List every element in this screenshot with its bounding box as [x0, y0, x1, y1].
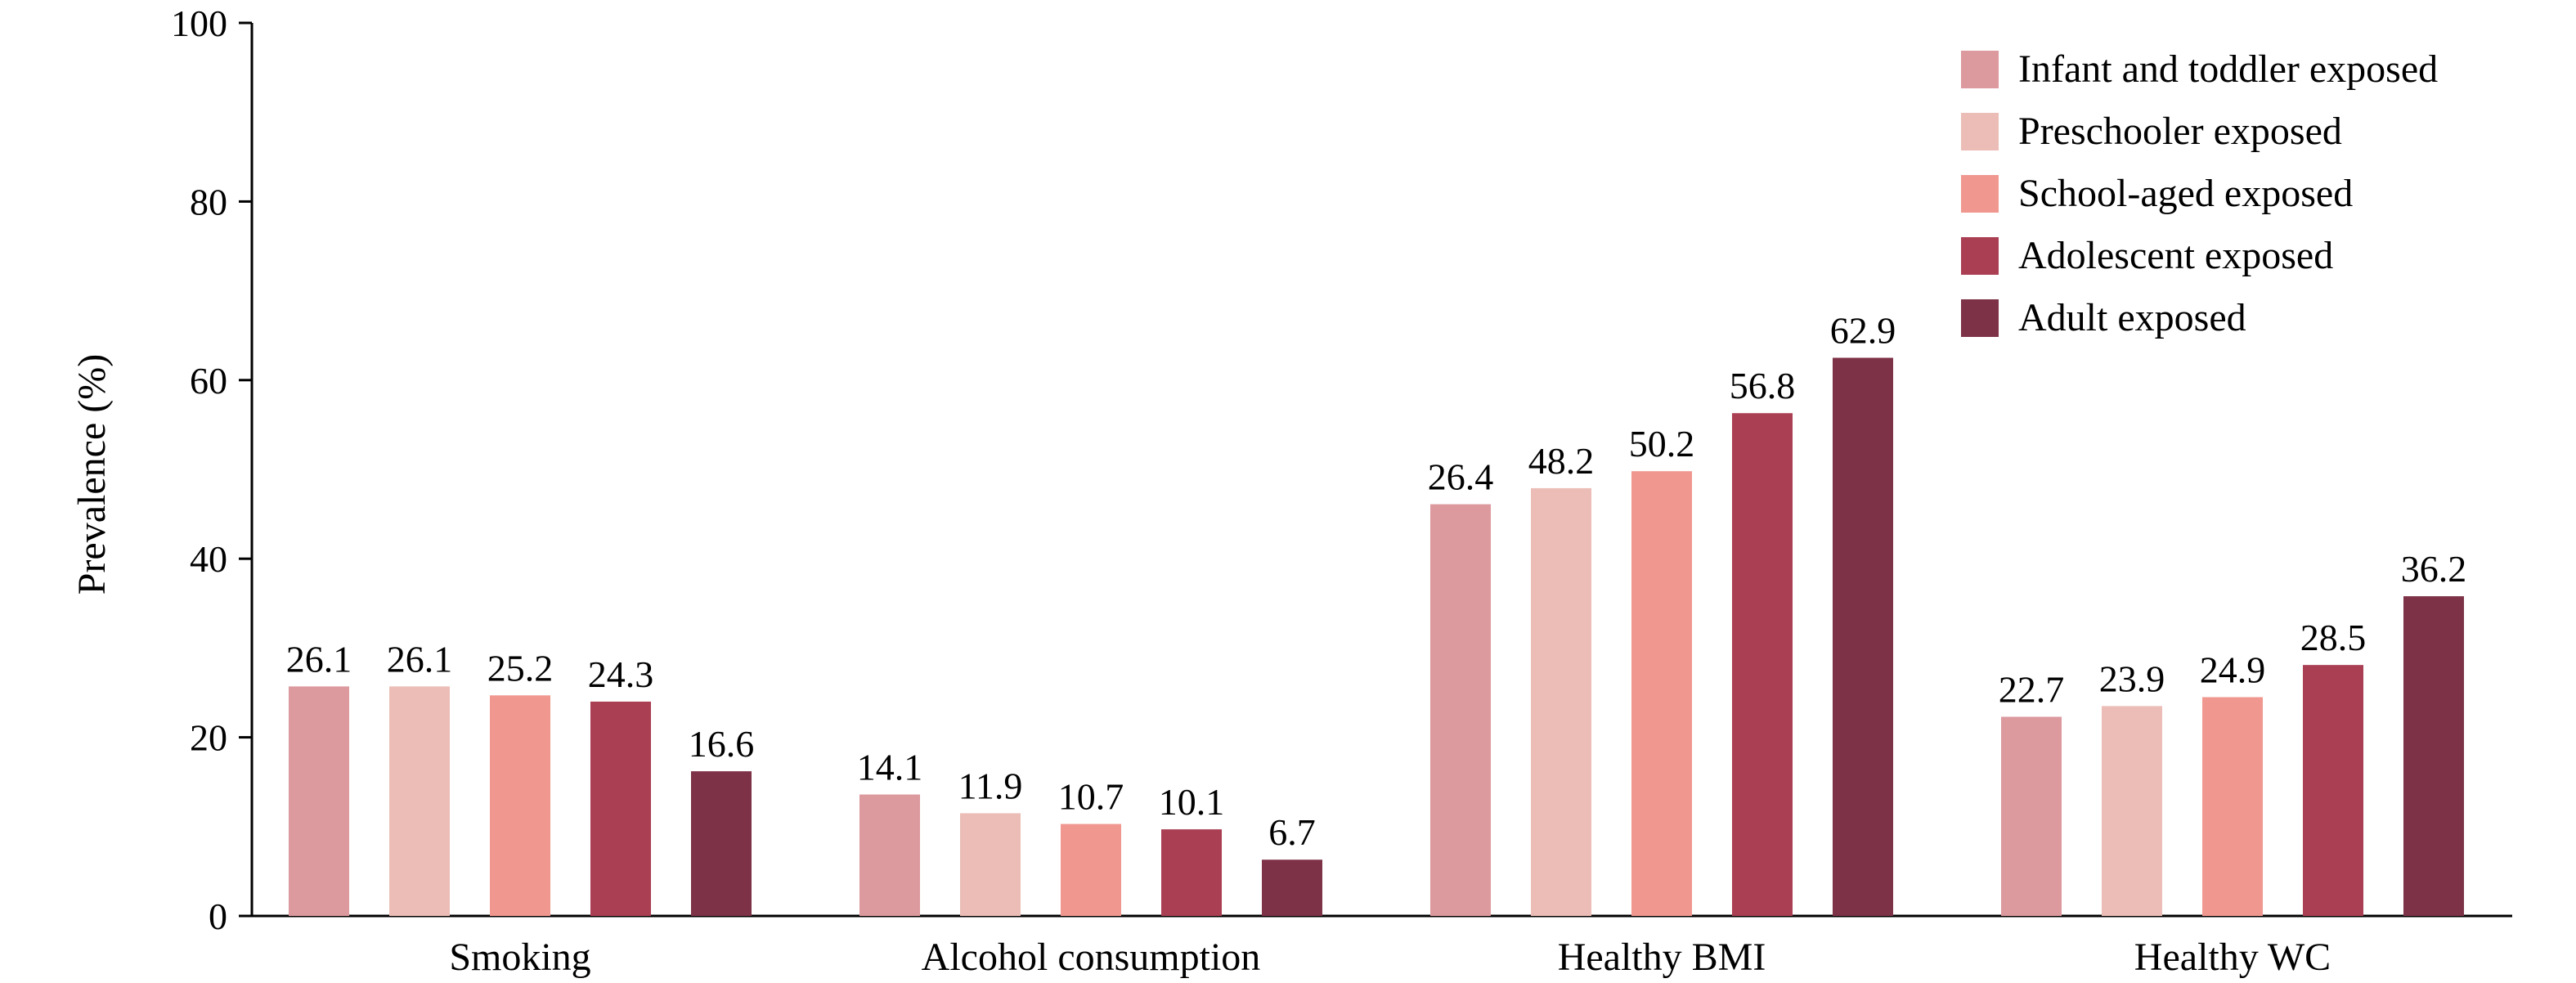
data-label: 48.2	[1528, 440, 1595, 482]
x-tick-label: Smoking	[449, 936, 590, 979]
legend-label: Adult exposed	[2018, 296, 2246, 339]
data-label: 14.1	[857, 746, 923, 788]
data-label: 62.9	[1830, 310, 1896, 352]
data-label: 25.2	[487, 647, 554, 689]
y-tick-label: 60	[190, 360, 227, 402]
data-label: 26.1	[286, 638, 352, 680]
bar	[490, 695, 550, 916]
legend-swatch	[1961, 113, 1999, 150]
y-tick-label: 0	[209, 895, 227, 937]
x-axis: Smoking Alcohol consumption Healthy BMI Hea…	[252, 914, 2512, 979]
bar	[859, 794, 920, 916]
bar	[1833, 357, 1893, 916]
data-label: 11.9	[958, 765, 1023, 806]
y-axis-label: Prevalence (%)	[70, 354, 114, 595]
legend-label: Adolescent exposed	[2018, 234, 2333, 277]
bar	[691, 771, 752, 916]
data-label: 24.3	[588, 653, 654, 695]
legend-swatch	[1961, 51, 1999, 88]
legend: Infant and toddler exposed Preschooler ex…	[1961, 47, 2438, 339]
data-label: 22.7	[1999, 668, 2065, 710]
legend-swatch	[1961, 175, 1999, 213]
data-label: 16.6	[689, 723, 755, 765]
bar	[1732, 413, 1793, 917]
y-tick-label: 20	[190, 717, 227, 759]
data-label: 36.2	[2401, 548, 2467, 590]
bar	[2102, 706, 2162, 916]
x-tick-label: Healthy WC	[2134, 936, 2331, 979]
bar	[1430, 504, 1491, 916]
y-tick-label: 100	[171, 2, 227, 44]
data-label: 23.9	[2099, 658, 2165, 699]
bar	[389, 686, 450, 916]
bar	[1531, 487, 1591, 916]
data-labels: 26.1 26.1 25.2 24.3 16.6 14.1 11.9 10.7 10.1 6.7 2…	[286, 310, 2467, 854]
y-tick-label: 40	[190, 538, 227, 580]
bars	[289, 357, 2464, 917]
data-label: 10.1	[1159, 781, 1225, 823]
data-label: 56.8	[1730, 365, 1796, 406]
y-tick-label: 80	[190, 181, 227, 222]
data-label: 28.5	[2300, 617, 2367, 658]
data-label: 6.7	[1268, 811, 1316, 853]
y-axis: 0 20 40 60 80 100	[171, 2, 254, 937]
data-label: 26.1	[387, 638, 453, 680]
x-tick-label: Healthy BMI	[1558, 936, 1766, 979]
data-label: 10.7	[1058, 776, 1124, 818]
bar	[2303, 665, 2363, 916]
bar	[1161, 829, 1222, 916]
bar	[289, 686, 349, 916]
bar	[2202, 697, 2263, 916]
bar	[960, 813, 1021, 916]
bar	[1061, 824, 1121, 916]
bar	[1631, 471, 1692, 916]
data-label: 26.4	[1428, 456, 1494, 498]
data-label: 50.2	[1629, 423, 1695, 465]
bar	[2403, 596, 2464, 916]
x-tick-label: Alcohol consumption	[922, 936, 1261, 979]
legend-label: School-aged exposed	[2018, 172, 2353, 215]
data-label: 24.9	[2200, 649, 2266, 690]
bar	[1262, 860, 1322, 916]
legend-swatch	[1961, 299, 1999, 337]
bar	[590, 701, 651, 916]
legend-label: Infant and toddler exposed	[2018, 47, 2438, 91]
legend-swatch	[1961, 237, 1999, 275]
legend-label: Preschooler exposed	[2018, 110, 2342, 153]
bar	[2001, 716, 2062, 916]
